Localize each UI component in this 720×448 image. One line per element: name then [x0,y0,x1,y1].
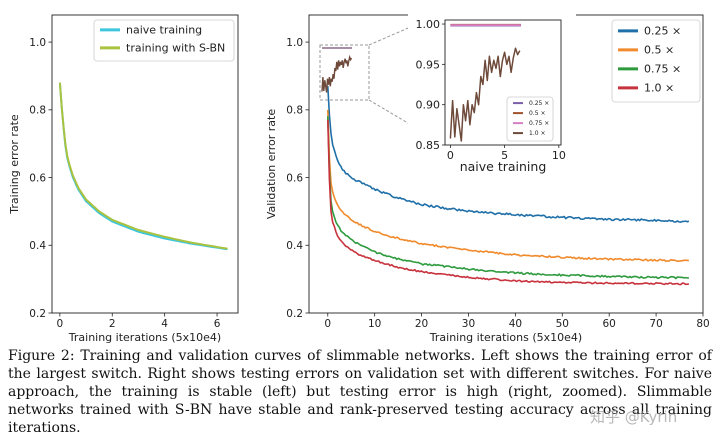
inset-x-tick-label: 5 [501,149,508,162]
series-line-1-0 [327,119,689,286]
figure-canvas: 0 2 4 6 0.2 0.4 0.6 0.8 1.0 Training iterations (… [8,8,710,344]
y-tick-label: 0.6 [29,172,46,184]
x-axis-label: Training iterations (5x10e4) [68,331,221,344]
inset-y-tick-label: 0.85 [416,139,441,152]
y-axis-label: Validation error rate [265,109,278,220]
y-tick-label: 0.4 [29,240,46,252]
legend-label-0-25: 0.25 × [529,100,549,107]
zoom-connector-top [368,11,446,46]
x-tick-label: 0 [324,318,331,330]
legend-label-0-25: 0.25 × [644,25,681,38]
series-line-training-with-s-bn [58,82,228,250]
series-line-0-25 [327,86,690,223]
y-tick-label: 0.4 [286,240,303,252]
legend-label-1-0: 1.0 × [529,130,545,137]
legend-box [611,19,701,103]
x-tick-label: 20 [415,318,428,330]
x-tick-label: 40 [509,318,522,330]
x-tick-label: 50 [556,318,569,330]
y-axis-label: Training error rate [8,114,21,215]
inset-x-tick-label: 10 [552,149,566,162]
zoom-mini-curve [321,54,353,93]
x-tick-label: 60 [603,318,616,330]
inset-y-tick-label: 1.00 [416,18,441,31]
x-tick-label: 80 [696,318,709,330]
y-tick-label: 0.8 [29,105,46,117]
series-line-0-75 [327,116,689,280]
x-tick-label: 0 [57,318,64,330]
y-tick-label: 0.6 [286,172,303,184]
y-tick-label: 0.2 [286,308,303,320]
x-axis-label: Training iterations (5x10e4) [429,331,582,344]
naive-training-inset: 0 5 10 0.85 0.90 0.95 1.00 naive training 0.25 ×… [408,8,576,174]
inset-x-axis-label: naive training [460,159,547,174]
y-tick-label: 1.0 [29,37,46,49]
x-tick-label: 2 [109,318,116,330]
legend-label-training-with-s-bn: training with S-BN [126,42,225,55]
legend-label-naive-training: naive training [126,24,202,37]
legend-label-0-5: 0.5 × [644,44,674,57]
series-line-0-5 [327,109,689,263]
legend-box [93,19,235,62]
x-tick-label: 70 [649,318,662,330]
x-tick-label: 30 [462,318,475,330]
watermark: 知乎 @Kyrin [590,408,678,426]
figure-caption: Figure 2: Training and validation curves… [8,348,712,436]
y-tick-label: 0.2 [29,308,46,320]
legend-label-0-5: 0.5 × [529,110,545,117]
plot-frame [51,14,239,314]
x-tick-label: 10 [368,318,381,330]
legend-label-1-0: 1.0 × [644,82,674,95]
inset-x-tick-label: 0 [447,149,454,162]
legend-label-0-75: 0.75 × [644,63,681,76]
y-tick-label: 1.0 [286,37,303,49]
x-tick-label: 4 [161,318,168,330]
inset-series-line-1-0 [449,47,521,142]
y-tick-label: 0.8 [286,105,303,117]
legend-label-0-75: 0.75 × [529,120,549,127]
x-tick-label: 6 [214,318,221,330]
inset-y-tick-label: 0.90 [416,99,441,112]
inset-y-tick-label: 0.95 [416,58,441,71]
legend-box [506,96,554,142]
zoom-region-box [319,44,370,101]
training-error-panel: 0 2 4 6 0.2 0.4 0.6 0.8 1.0 Training iterations (… [8,14,239,344]
